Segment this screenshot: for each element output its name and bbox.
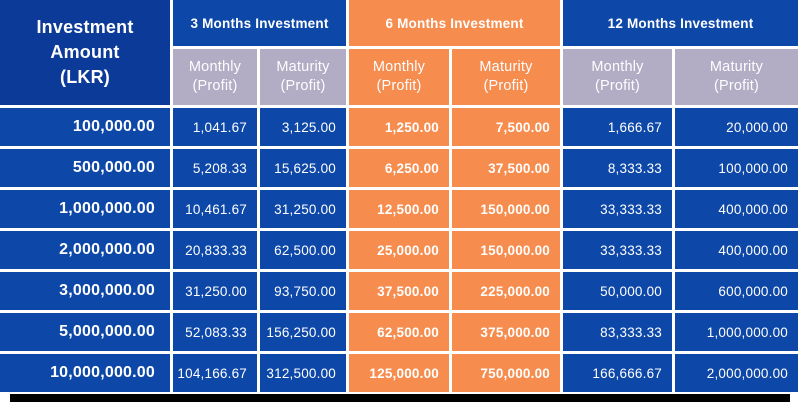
subheader-3m-monthly: Monthly (Profit) [173, 49, 257, 105]
group-header-3-months: 3 Months Investment [173, 0, 346, 46]
value-cell: 104,166.67 [173, 354, 257, 392]
corner-line-2: Amount [50, 41, 120, 62]
value-cell: 150,000.00 [452, 231, 560, 269]
value-cell: 12,500.00 [349, 190, 449, 228]
subheader-label: Monthly [372, 59, 426, 76]
value-cell: 1,041.67 [173, 108, 257, 146]
subheader-6m-monthly: Monthly (Profit) [349, 49, 449, 105]
value-cell: 3,125.00 [260, 108, 346, 146]
value-cell: 400,000.00 [675, 231, 798, 269]
value-cell: 33,333.33 [563, 190, 672, 228]
group-header-6-months: 6 Months Investment [349, 0, 560, 46]
value-cell: 37,500.00 [349, 272, 449, 310]
subheader-6m-maturity: Maturity (Profit) [452, 49, 560, 105]
subheader-suffix: (Profit) [594, 78, 641, 94]
subheader-3m-maturity: Maturity (Profit) [260, 49, 346, 105]
value-cell: 31,250.00 [173, 272, 257, 310]
value-cell: 33,333.33 [563, 231, 672, 269]
value-cell: 62,500.00 [349, 313, 449, 351]
amount-cell: 10,000,000.00 [0, 354, 170, 392]
subheader-label: Maturity [479, 59, 533, 76]
value-cell: 375,000.00 [452, 313, 560, 351]
value-cell: 83,333.33 [563, 313, 672, 351]
subheader-label: Monthly [188, 59, 242, 76]
value-cell: 1,250.00 [349, 108, 449, 146]
subheader-12m-monthly: Monthly (Profit) [563, 49, 672, 105]
value-cell: 1,000,000.00 [675, 313, 798, 351]
value-cell: 37,500.00 [452, 149, 560, 187]
value-cell: 93,750.00 [260, 272, 346, 310]
corner-line-3: (LKR) [60, 67, 110, 88]
value-cell: 400,000.00 [675, 190, 798, 228]
amount-cell: 1,000,000.00 [0, 190, 170, 228]
subheader-12m-maturity: Maturity (Profit) [675, 49, 798, 105]
value-cell: 62,500.00 [260, 231, 346, 269]
value-cell: 156,250.00 [260, 313, 346, 351]
amount-cell: 5,000,000.00 [0, 313, 170, 351]
value-cell: 225,000.00 [452, 272, 560, 310]
value-cell: 52,083.33 [173, 313, 257, 351]
value-cell: 312,500.00 [260, 354, 346, 392]
value-cell: 10,461.67 [173, 190, 257, 228]
value-cell: 25,000.00 [349, 231, 449, 269]
value-cell: 166,666.67 [563, 354, 672, 392]
value-cell: 150,000.00 [452, 190, 560, 228]
subheader-label: Maturity [709, 59, 764, 76]
amount-cell: 3,000,000.00 [0, 272, 170, 310]
value-cell: 2,000,000.00 [675, 354, 798, 392]
value-cell: 100,000.00 [675, 149, 798, 187]
value-cell: 7,500.00 [452, 108, 560, 146]
value-cell: 5,208.33 [173, 149, 257, 187]
value-cell: 600,000.00 [675, 272, 798, 310]
amount-cell: 2,000,000.00 [0, 231, 170, 269]
subheader-label: Maturity [276, 59, 330, 76]
subheader-label: Monthly [591, 59, 644, 76]
value-cell: 125,000.00 [349, 354, 449, 392]
value-cell: 6,250.00 [349, 149, 449, 187]
bottom-bar [10, 394, 790, 402]
value-cell: 8,333.33 [563, 149, 672, 187]
subheader-suffix: (Profit) [376, 78, 422, 94]
investment-table: Investment Amount (LKR) 3 Months Investm… [0, 0, 798, 392]
subheader-suffix: (Profit) [483, 78, 529, 94]
value-cell: 20,833.33 [173, 231, 257, 269]
value-cell: 750,000.00 [452, 354, 560, 392]
value-cell: 31,250.00 [260, 190, 346, 228]
subheader-suffix: (Profit) [192, 78, 238, 94]
value-cell: 1,666.67 [563, 108, 672, 146]
subheader-suffix: (Profit) [280, 78, 326, 94]
subheader-suffix: (Profit) [713, 78, 760, 94]
group-header-12-months: 12 Months Investment [563, 0, 798, 46]
amount-cell: 500,000.00 [0, 149, 170, 187]
value-cell: 15,625.00 [260, 149, 346, 187]
value-cell: 50,000.00 [563, 272, 672, 310]
investment-amount-header: Investment Amount (LKR) [0, 0, 170, 105]
value-cell: 20,000.00 [675, 108, 798, 146]
corner-line-1: Investment [36, 16, 134, 37]
amount-cell: 100,000.00 [0, 108, 170, 146]
